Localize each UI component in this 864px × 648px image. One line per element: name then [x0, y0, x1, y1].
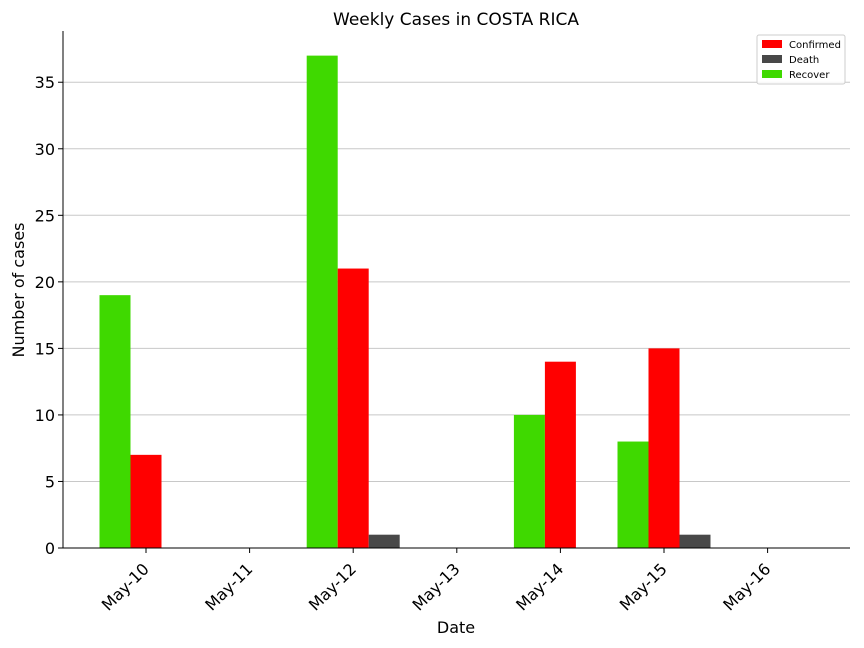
y-tick-label: 30 [35, 140, 55, 159]
y-tick-label: 5 [45, 472, 55, 491]
y-tick-label: 20 [35, 273, 55, 292]
y-ticks: 0 5 10 15 20 25 30 35 [35, 73, 63, 558]
x-tick-label: May-13 [409, 559, 464, 614]
bar-death-may-15 [679, 534, 711, 548]
bar-confirmed-may-12 [337, 268, 369, 548]
y-axis-label: Number of cases [9, 223, 28, 358]
legend-swatch-recover [762, 70, 782, 78]
axes [62, 31, 850, 549]
legend: Confirmed Death Recover [756, 34, 846, 85]
y-tick-label: 35 [35, 73, 55, 92]
x-tick-label: May-14 [512, 559, 567, 614]
legend-swatch-death [762, 55, 782, 63]
legend-label-confirmed: Confirmed [789, 40, 841, 51]
y-tick-label: 0 [45, 539, 55, 558]
legend-label-recover: Recover [789, 70, 830, 81]
bar-recover-may-15 [617, 441, 649, 548]
y-tick-label: 25 [35, 206, 55, 225]
chart-title: Weekly Cases in COSTA RICA [333, 10, 579, 30]
bar-confirmed-may-14 [544, 361, 576, 548]
x-tick-label: May-16 [719, 559, 774, 614]
x-tick-label: May-11 [201, 559, 256, 614]
y-tick-label: 10 [35, 406, 55, 425]
x-tick-label: May-12 [305, 559, 360, 614]
bars [99, 55, 711, 548]
bar-death-may-12 [368, 534, 400, 548]
bar-recover-may-14 [513, 414, 545, 548]
y-gridlines [63, 81, 850, 482]
bar-confirmed-may-15 [648, 348, 680, 548]
bar-confirmed-may-10 [130, 454, 162, 548]
y-tick-label: 15 [35, 339, 55, 358]
bar-recover-may-10 [99, 295, 131, 548]
x-axis-label: Date [437, 618, 475, 637]
x-ticks: May-10 May-11 May-12 May-13 May-14 May-15 May-… [98, 548, 774, 615]
legend-swatch-confirmed [762, 40, 782, 48]
bar-recover-may-12 [306, 55, 338, 548]
x-tick-label: May-15 [616, 559, 671, 614]
legend-label-death: Death [789, 55, 819, 66]
x-tick-label: May-10 [98, 559, 153, 614]
